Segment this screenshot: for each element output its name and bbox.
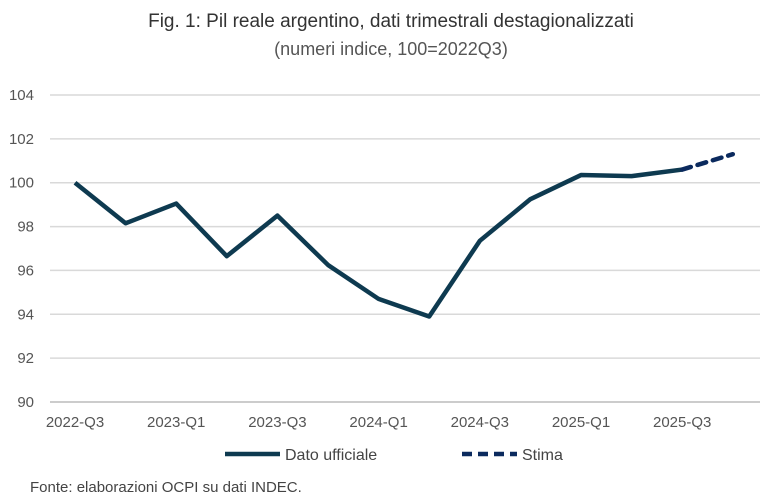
y-tick-label: 98 (17, 219, 34, 236)
series-line-dato-ufficiale (73, 167, 683, 319)
y-tick-label: 100 (9, 175, 34, 192)
x-tick-label: 2025-Q3 (653, 414, 711, 431)
source-note: Fonte: elaborazioni OCPI su dati INDEC. (30, 479, 302, 496)
x-tick-label: 2023-Q1 (147, 414, 205, 431)
y-tick-label: 94 (17, 306, 34, 323)
legend-label: Dato ufficiale (285, 447, 377, 464)
y-tick-label: 104 (9, 87, 34, 104)
y-tick-label: 92 (17, 350, 34, 367)
x-tick-label: 2025-Q1 (552, 414, 610, 431)
y-tick-label: 102 (9, 131, 34, 148)
chart-subtitle: (numeri indice, 100=2022Q3) (274, 39, 508, 59)
x-tick-label: 2024-Q3 (451, 414, 509, 431)
chart-title: Fig. 1: Pil reale argentino, dati trimes… (148, 11, 634, 32)
y-tick-label: 90 (17, 394, 34, 411)
y-tick-label: 96 (17, 262, 34, 279)
x-tick-label: 2022-Q3 (46, 414, 104, 431)
x-tick-label: 2024-Q1 (349, 414, 407, 431)
x-tick-label: 2023-Q3 (248, 414, 306, 431)
series-line-stima (679, 151, 736, 172)
legend-label: Stima (522, 447, 563, 464)
